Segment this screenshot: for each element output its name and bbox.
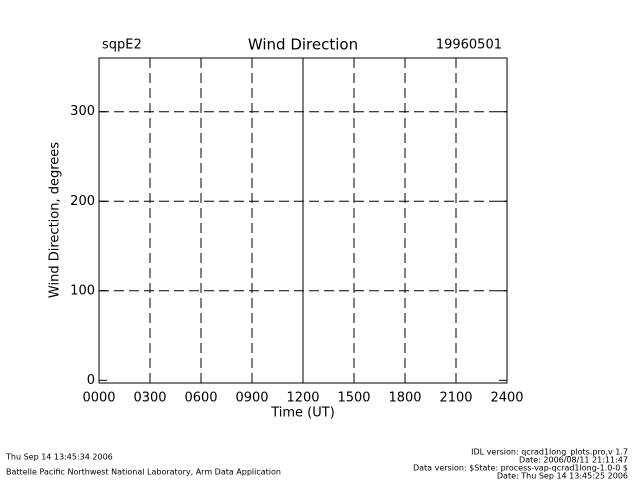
footer-left: Thu Sep 14 13:45:34 2006 bbox=[5, 453, 113, 462]
footer-right: IDL version: qcrad1long_plots.pro,v 1.7 bbox=[471, 448, 628, 457]
y-tick-label: 200 bbox=[70, 194, 95, 209]
site-label: sqpE2 bbox=[102, 38, 142, 53]
x-tick-label: 2400 bbox=[490, 391, 523, 406]
chart-title: Wind Direction bbox=[248, 36, 358, 54]
x-tick-label: 0600 bbox=[184, 391, 217, 406]
y-tick-label: 100 bbox=[70, 283, 95, 298]
x-axis-label: Time (UT) bbox=[270, 406, 335, 421]
date-label: 19960501 bbox=[436, 38, 502, 53]
y-axis-label: Wind Direction, degrees bbox=[48, 142, 63, 298]
y-tick-label: 300 bbox=[70, 104, 95, 119]
footer-right: Date: 2006/08/11 21:11:47 bbox=[519, 456, 628, 465]
x-tick-label: 2100 bbox=[439, 391, 472, 406]
x-tick-label: 0300 bbox=[133, 391, 166, 406]
footer-left: Battelle Pacific Northwest National Labo… bbox=[6, 468, 281, 477]
x-tick-label: 1200 bbox=[286, 391, 319, 406]
x-tick-label: 0000 bbox=[82, 391, 115, 406]
x-tick-label: 1800 bbox=[388, 391, 421, 406]
footer-right: Date: Thu Sep 14 13:45:25 2006 bbox=[497, 472, 628, 480]
x-tick-label: 0900 bbox=[235, 391, 268, 406]
y-tick-label: 0 bbox=[87, 373, 95, 388]
footer-right: Data version: $State: process-vap-qcrad1… bbox=[413, 464, 628, 473]
x-tick-label: 1500 bbox=[337, 391, 370, 406]
